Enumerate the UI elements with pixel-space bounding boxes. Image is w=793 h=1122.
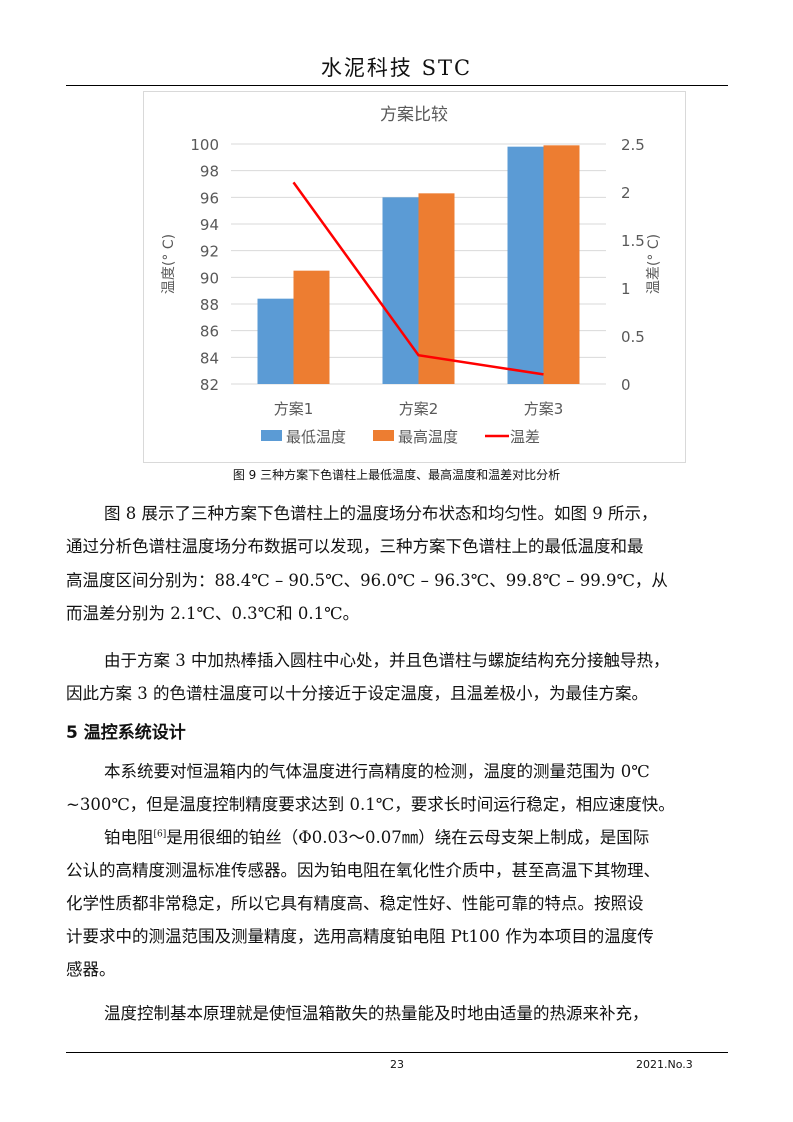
y-tick-label: 94 <box>200 216 219 234</box>
citation-link[interactable]: [6] <box>153 829 167 840</box>
body-line: 铂电阻[6]是用很细的铂丝（Φ0.03～0.07㎜）绕在云母支架上制成，是国际 <box>104 824 649 848</box>
y-tick-label: 82 <box>200 376 219 394</box>
x-tick-label: 方案1 <box>274 400 314 418</box>
issue-label: 2021.No.3 <box>636 1058 693 1071</box>
body-line: 因此方案 3 的色谱柱温度可以十分接近于设定温度，且温差极小，为最佳方案。 <box>66 684 648 703</box>
legend-label: 最高温度 <box>398 428 458 446</box>
y2-axis-label: 温差(° C) <box>646 234 662 294</box>
y2-tick-label: 0.5 <box>621 328 645 346</box>
y-tick-label: 86 <box>200 323 219 341</box>
legend-label: 最低温度 <box>286 428 346 446</box>
body-line: 而温差分别为 2.1℃、0.3℃和 0.1℃。 <box>66 604 360 623</box>
body-line: 本系统要对恒温箱内的气体温度进行高精度的检测，温度的测量范围为 0℃ <box>104 762 650 781</box>
body-line: 高温度区间分别为：88.4℃ – 90.5℃、96.0℃ – 96.3℃、99.… <box>66 571 668 590</box>
y-tick-label: 92 <box>200 243 219 261</box>
body-line: 温度控制基本原理就是使恒温箱散失的热量能及时地由适量的热源来补充， <box>104 1004 649 1023</box>
bar-min <box>257 298 294 384</box>
chart-frame: 方案比较 82 84 86 88 90 92 94 96 98 100 0 0.5 1 1.5 2 2.5 温度(… <box>143 91 686 463</box>
header-rule <box>66 85 728 86</box>
body-line: 通过分析色谱柱温度场分布数据可以发现，三种方案下色谱柱上的最低温度和最 <box>66 537 644 556</box>
x-tick-label: 方案3 <box>524 400 564 418</box>
footer-rule <box>66 1052 728 1053</box>
bar-max <box>293 270 330 384</box>
y2-tick-label: 2 <box>621 184 631 202</box>
bar-max <box>418 193 455 384</box>
figure-caption: 图 9 三种方案下色谱柱上最低温度、最高温度和温差对比分析 <box>232 468 561 482</box>
chart-title: 方案比较 <box>380 105 448 125</box>
y-tick-label: 100 <box>190 136 219 154</box>
body-line: 感器。 <box>66 960 116 979</box>
body-line: ~300℃，但是温度控制精度要求达到 0.1℃，要求长时间运行稳定，相应速度快。 <box>66 795 675 814</box>
text: 铂电阻 <box>104 828 154 847</box>
body-line: 计要求中的测温范围及测量精度，选用高精度铂电阻 Pt100 作为本项目的温度传 <box>66 927 654 946</box>
y-tick-label: 88 <box>200 296 219 314</box>
journal-header: 水泥科技 STC <box>320 56 473 80</box>
section-heading: 5 温控系统设计 <box>66 723 186 743</box>
bar-max <box>543 145 580 384</box>
y2-tick-label: 2.5 <box>621 136 645 154</box>
text: 是用很细的铂丝（Φ0.03～0.07㎜）绕在云母支架上制成，是国际 <box>166 828 650 847</box>
y-tick-label: 98 <box>200 163 219 181</box>
y2-tick-label: 0 <box>621 376 631 394</box>
body-line: 化学性质都非常稳定，所以它具有精度高、稳定性好、性能可靠的特点。按照设 <box>66 894 644 913</box>
legend-swatch <box>261 430 282 441</box>
legend-swatch <box>373 430 394 441</box>
body-line: 由于方案 3 中加热棒插入圆柱中心处，并且色谱柱与螺旋结构充分接触导热， <box>104 651 670 670</box>
y-axis-label: 温度(° C) <box>161 234 177 294</box>
y2-tick-label: 1.5 <box>621 232 645 250</box>
body-line: 公认的高精度测温标准传感器。因为铂电阻在氧化性介质中，甚至高温下其物理、 <box>66 861 660 880</box>
x-tick-label: 方案2 <box>399 400 439 418</box>
chart: 方案比较 82 84 86 88 90 92 94 96 98 100 0 0.5 1 1.5 2 2.5 温度(… <box>161 105 662 446</box>
y2-tick-label: 1 <box>621 280 631 298</box>
legend-label: 温差 <box>510 428 540 446</box>
bar-min <box>382 197 419 384</box>
bar-min <box>507 146 544 384</box>
body-line: 图 8 展示了三种方案下色谱柱上的温度场分布状态和均匀性。如图 9 所示， <box>104 504 658 523</box>
y-tick-label: 84 <box>200 349 219 367</box>
page-number: 23 <box>390 1058 404 1071</box>
y-tick-label: 96 <box>200 189 219 207</box>
y-tick-label: 90 <box>200 269 219 287</box>
